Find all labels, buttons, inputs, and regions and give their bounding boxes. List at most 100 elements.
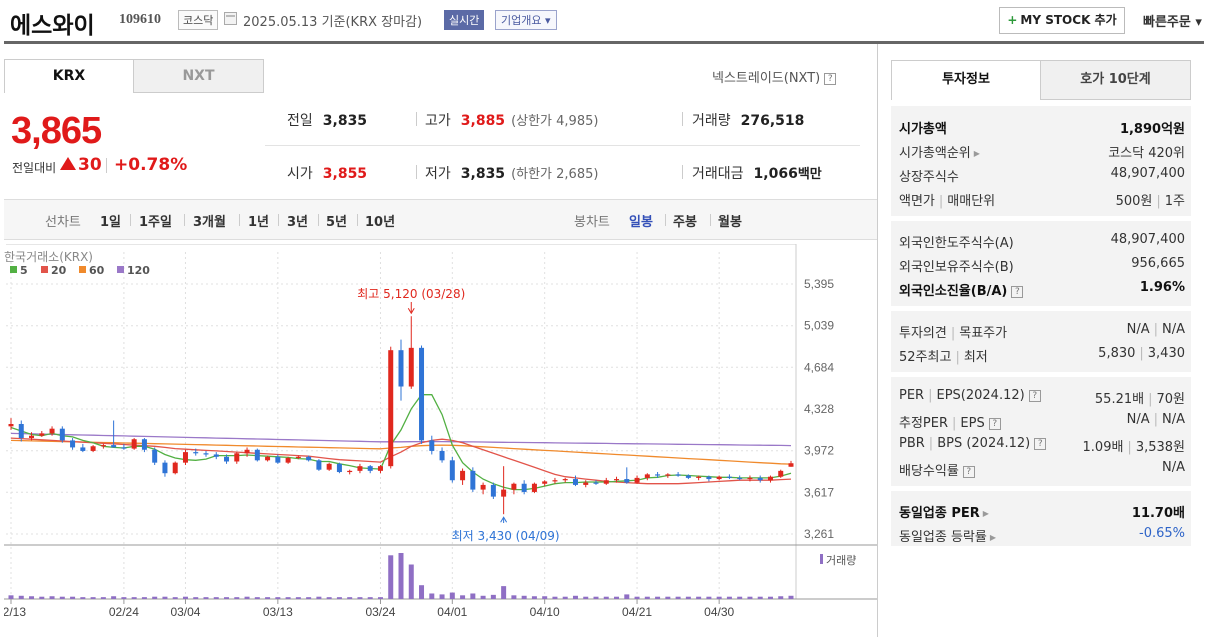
help-icon[interactable]: ?	[824, 72, 837, 85]
volume-bar	[778, 596, 784, 599]
tab-krx[interactable]: KRX	[4, 59, 134, 93]
candle-body	[49, 428, 55, 434]
candle-body	[757, 477, 763, 481]
candle-weekly[interactable]: 주봉	[673, 215, 697, 230]
invest-row[interactable]: 동일업종 등락률 ▶ -0.65%	[899, 524, 1185, 545]
tab-orderbook[interactable]: 호가 10단계	[1040, 60, 1191, 100]
invest-value-text: 956,665	[1131, 256, 1185, 271]
help-icon[interactable]: ?	[1011, 285, 1024, 298]
candle-body	[542, 481, 548, 484]
candle-body	[511, 483, 517, 490]
candle-body	[316, 460, 322, 470]
candle-body	[306, 456, 312, 461]
period-1d[interactable]: 1일	[100, 215, 122, 230]
volume-bar	[111, 596, 117, 599]
period-10y[interactable]: 10년	[365, 215, 396, 230]
help-icon[interactable]: ?	[962, 465, 975, 478]
candle-body	[429, 440, 435, 451]
candle-body	[675, 474, 681, 476]
period-3m[interactable]: 3개월	[193, 215, 226, 230]
invest-label-text: 상장주식수	[899, 170, 959, 185]
quote-low-label: 저가	[425, 166, 451, 182]
candle-body	[388, 350, 394, 467]
legend-label: 5	[20, 264, 28, 277]
volume-bar	[8, 595, 14, 599]
invest-row: 상장주식수 48,907,400	[899, 164, 1185, 185]
invest-value-text: 1,890억원	[1119, 122, 1185, 137]
candle-body	[193, 452, 199, 454]
quote-open-label: 시가	[287, 166, 313, 182]
volume-bar	[398, 553, 404, 599]
candle-body	[644, 474, 650, 478]
divider	[184, 214, 185, 226]
candle-body	[583, 482, 589, 485]
invest-value: 500원 | 1주	[1116, 190, 1185, 209]
period-5y[interactable]: 5년	[326, 215, 348, 230]
period-1w[interactable]: 1주일	[139, 215, 172, 230]
period-1y[interactable]: 1년	[248, 215, 270, 230]
divider	[710, 214, 711, 226]
invest-row[interactable]: 동일업종 PER ▶ 11.70배	[899, 500, 1185, 521]
quote-open: 시가 3,855	[287, 163, 367, 183]
divider	[665, 214, 666, 226]
divider	[239, 214, 240, 226]
tab-invest-info[interactable]: 투자정보	[891, 60, 1041, 100]
invest-row: 추정PER | EPS? N/A | N/A	[899, 410, 1185, 431]
moving-average-ma120	[10, 432, 792, 447]
volume-bar	[59, 596, 65, 599]
divider: |	[1148, 392, 1153, 407]
help-icon[interactable]: ?	[1028, 389, 1041, 402]
invest-row: PER | EPS(2024.12)? 55.21배 | 70원	[899, 386, 1185, 407]
invest-row[interactable]: 시가총액순위 ▶ 코스닥 420위	[899, 140, 1185, 161]
invest-row: 배당수익률? N/A	[899, 458, 1185, 479]
help-icon[interactable]: ?	[1034, 437, 1047, 450]
legend-label: 20	[51, 264, 67, 277]
candle-body	[408, 347, 414, 387]
candle-body	[39, 433, 45, 436]
company-info-dropdown[interactable]: 기업개요 ▾	[495, 10, 557, 30]
legend-swatch	[10, 266, 17, 273]
candle-body	[70, 440, 76, 448]
candle-body	[634, 477, 640, 483]
y-tick-label: 5,039	[804, 319, 834, 333]
volume-bar	[696, 596, 702, 599]
candle-daily[interactable]: 일봉	[629, 215, 653, 230]
lower-limit: (하한가 2,685)	[511, 167, 599, 182]
add-mystock-label: MY STOCK 추가	[1020, 13, 1117, 27]
chevron-right-icon: ▶	[989, 533, 997, 542]
volume-bar	[757, 596, 763, 599]
volume-bar	[131, 597, 137, 599]
tab-nxt[interactable]: NXT	[133, 59, 264, 93]
x-tick-label: 04/30	[704, 605, 734, 619]
invest-value: 1,890억원	[1120, 118, 1185, 137]
volume-bar	[203, 597, 209, 599]
candle-body	[121, 447, 127, 449]
candle-body	[449, 460, 455, 481]
candle-body	[665, 474, 671, 476]
invest-label: PER | EPS(2024.12)?	[899, 388, 1041, 403]
volume-bar	[357, 597, 363, 599]
x-tick-label: 03/24	[365, 605, 395, 619]
divider: |	[955, 350, 960, 365]
volume-bar	[213, 597, 219, 599]
low-annotation: 최저 3,430 (04/09)	[452, 529, 560, 543]
candle-body	[747, 477, 753, 480]
invest-label-text: 외국인보유주식수(B)	[899, 260, 1014, 275]
quick-order-dropdown[interactable]: 빠른주문 ▾	[1143, 15, 1202, 30]
volume-bar	[336, 597, 342, 599]
invest-label-text: 투자의견	[899, 326, 947, 341]
invest-value: -0.65%	[1139, 526, 1185, 541]
x-tick-label: 02/13	[4, 605, 26, 619]
invest-label-text: 배당수익률	[899, 464, 959, 479]
nextrade-link[interactable]: 넥스트레이드(NXT)?	[712, 67, 837, 86]
volume-bar	[172, 597, 178, 599]
realtime-button[interactable]: 실시간	[444, 10, 485, 30]
candle-monthly[interactable]: 월봉	[718, 215, 742, 230]
candle-body	[788, 463, 794, 467]
invest-value-text: 5,830	[1098, 346, 1136, 361]
y-tick-label: 3,972	[804, 444, 834, 458]
help-icon[interactable]: ?	[988, 417, 1001, 430]
invest-label-text: 시가총액	[899, 122, 947, 137]
add-mystock-button[interactable]: + MY STOCK 추가	[999, 7, 1125, 34]
period-3y[interactable]: 3년	[287, 215, 309, 230]
